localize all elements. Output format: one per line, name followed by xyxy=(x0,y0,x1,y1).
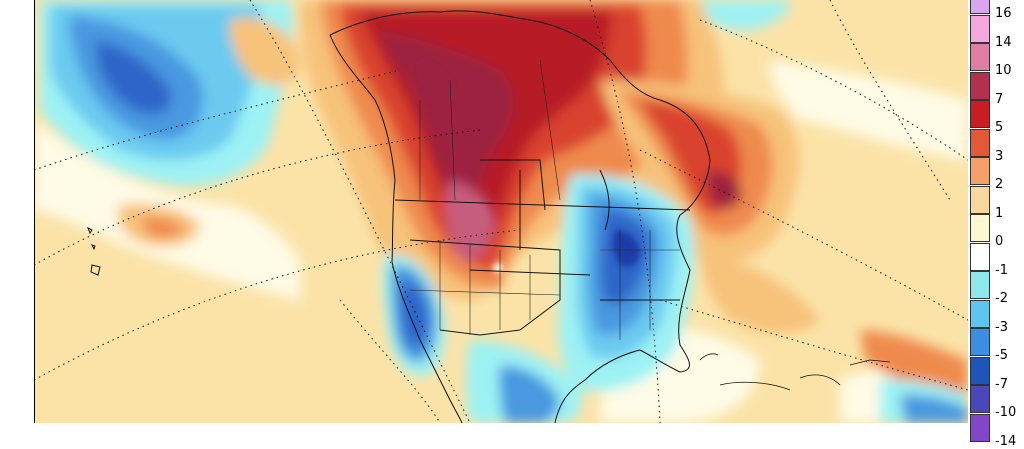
graticule xyxy=(34,0,968,423)
legend-label: 10 xyxy=(995,63,1012,78)
legend-label: -3 xyxy=(995,319,1008,335)
legend-swatch xyxy=(970,242,990,271)
legend-label: -5 xyxy=(995,348,1008,363)
state-borders xyxy=(409,59,680,340)
coastlines xyxy=(329,10,711,423)
caribbean-islands xyxy=(699,353,891,391)
legend-label: 5 xyxy=(995,120,1004,135)
legend-swatch xyxy=(970,385,990,413)
legend-label: -1 xyxy=(995,262,1008,278)
hawaii-islands xyxy=(87,226,101,276)
legend-label: -7 xyxy=(995,376,1008,392)
legend-swatch xyxy=(970,185,990,214)
legend-swatch xyxy=(970,356,990,385)
legend-swatch xyxy=(970,128,990,157)
legend-swatch xyxy=(970,328,990,356)
legend-swatch xyxy=(970,214,990,242)
legend-label: 2 xyxy=(995,177,1004,192)
legend-label: -14 xyxy=(995,433,1017,449)
legend-label: 0 xyxy=(995,234,1004,249)
legend-swatch xyxy=(970,413,990,442)
legend-swatch xyxy=(970,100,990,128)
anomaly-detail xyxy=(419,60,640,273)
legend-swatch xyxy=(970,71,990,100)
legend-label: -2 xyxy=(995,291,1008,306)
legend-label: 16 xyxy=(995,6,1012,21)
legend-swatch xyxy=(970,0,990,14)
legend-label: 14 xyxy=(995,34,1012,50)
legend-swatch xyxy=(970,299,990,328)
legend-label: -10 xyxy=(995,405,1017,420)
legend-label: 7 xyxy=(995,91,1004,107)
left-margin xyxy=(0,0,34,423)
legend-swatch xyxy=(970,43,990,71)
temperature-anomaly-map xyxy=(0,0,968,423)
legend-swatch xyxy=(970,14,990,43)
anomaly-contours xyxy=(34,0,968,423)
legend-label: 1 xyxy=(995,205,1004,221)
legend-label: 3 xyxy=(995,148,1004,164)
legend-swatch xyxy=(970,271,990,299)
colorbar-legend: 16 14 10 7 5 3 2 1 0 -1 -2 -3 -5 -7 -10 -14 xyxy=(968,0,1024,448)
legend-swatch xyxy=(970,157,990,185)
